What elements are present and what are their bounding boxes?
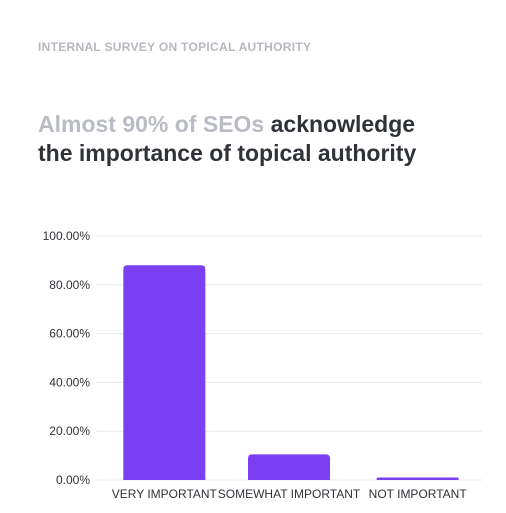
bar <box>376 477 459 480</box>
headline-strong-2: the importance of topical authority <box>38 140 417 166</box>
x-tick-label: NOT IMPORTANT <box>369 487 468 501</box>
bar <box>248 454 330 480</box>
bar <box>123 265 206 480</box>
y-tick-label: 0.00% <box>56 473 90 487</box>
y-tick-label: 20.00% <box>49 424 90 438</box>
y-tick-label: 40.00% <box>49 375 90 389</box>
chart-headline: Almost 90% of SEOs acknowledge the impor… <box>38 110 478 168</box>
headline-muted: Almost 90% of SEOs <box>38 111 265 137</box>
y-tick-label: 100.00% <box>43 229 91 243</box>
x-tick-label: VERY IMPORTANT <box>112 487 218 501</box>
survey-eyebrow: INTERNAL SURVEY ON TOPICAL AUTHORITY <box>38 40 312 54</box>
x-tick-label: SOMEWHAT IMPORTANT <box>218 487 361 501</box>
y-tick-label: 60.00% <box>49 327 90 341</box>
y-tick-label: 80.00% <box>49 278 90 292</box>
headline-strong-1: acknowledge <box>270 111 416 137</box>
